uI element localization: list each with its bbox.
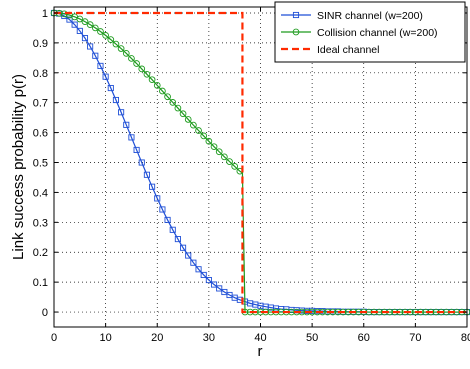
x-tick-label: 0 <box>51 332 57 344</box>
data-point <box>87 43 94 50</box>
data-point <box>117 45 125 52</box>
data-point <box>122 50 130 57</box>
data-point <box>123 121 130 128</box>
x-tick-label: 70 <box>409 332 421 344</box>
data-point <box>159 87 166 95</box>
data-point <box>195 266 202 273</box>
x-tick-label: 60 <box>358 332 370 344</box>
x-tick-label: 80 <box>461 332 470 344</box>
data-point <box>216 285 223 292</box>
data-point <box>91 24 99 32</box>
x-tick-label: 10 <box>100 332 112 344</box>
legend-label: Ideal channel <box>317 44 379 56</box>
data-point <box>231 163 239 170</box>
data-point <box>164 93 171 101</box>
data-point <box>153 82 161 89</box>
axis-ticks: 0 10 20 30 40 50 60 70 80 0 0.1 0.2 0.3 0.4 0.5 0.6 0.7 0… <box>33 7 470 344</box>
data-point <box>107 84 114 92</box>
data-point <box>112 96 119 104</box>
legend-marker <box>292 11 300 19</box>
data-point <box>133 146 140 154</box>
data-point <box>76 27 83 34</box>
data-point <box>210 281 218 288</box>
data-point <box>138 159 145 166</box>
data-point <box>226 158 233 165</box>
data-point <box>97 62 104 69</box>
x-tick-label: 20 <box>151 332 163 344</box>
data-point <box>71 21 78 28</box>
data-point <box>128 55 135 62</box>
y-tick-label: 0.2 <box>33 247 48 259</box>
series-line <box>54 11 467 314</box>
data-point <box>205 276 212 284</box>
y-axis-title: Link success probability p(r) <box>10 74 27 260</box>
data-point <box>210 143 218 151</box>
data-point <box>148 76 156 84</box>
data-point <box>190 259 197 266</box>
data-point <box>184 116 192 123</box>
data-point <box>174 104 182 112</box>
data-point <box>66 16 73 23</box>
data-point <box>138 65 146 73</box>
data-point <box>86 21 94 28</box>
data-point <box>179 110 187 118</box>
legend-item: Collision channel (w=200) <box>281 27 438 39</box>
y-tick-label: 0.5 <box>33 158 48 170</box>
y-tick-label: 0.9 <box>33 38 48 50</box>
data-point <box>118 109 125 116</box>
legend-item: Ideal channel <box>281 44 379 56</box>
y-tick-label: 0.3 <box>33 217 48 229</box>
x-axis-title: r <box>258 343 263 360</box>
data-point <box>180 244 187 251</box>
legend-label: SINR channel (w=200) <box>317 10 423 22</box>
legend-marker <box>292 28 300 36</box>
y-tick-label: 0.7 <box>33 98 48 110</box>
x-tick-label: 30 <box>203 332 215 344</box>
data-point <box>185 252 192 259</box>
legend-label: Collision channel (w=200) <box>317 27 438 39</box>
data-point <box>221 153 228 161</box>
data-point <box>195 127 202 134</box>
y-tick-label: 1 <box>42 8 48 20</box>
data-point <box>205 137 213 145</box>
y-tick-label: 0.6 <box>33 128 48 140</box>
data-point <box>102 32 109 39</box>
data-point <box>159 206 166 213</box>
x-tick-label: 50 <box>306 332 318 344</box>
y-tick-label: 0.1 <box>33 277 48 289</box>
y-tick-label: 0.4 <box>33 187 48 199</box>
data-point <box>102 73 109 80</box>
data-point <box>164 216 171 223</box>
data-point <box>200 132 208 140</box>
data-point <box>169 226 176 233</box>
data-point <box>81 35 89 42</box>
data-point <box>149 183 156 190</box>
data-point <box>97 28 104 35</box>
data-point <box>200 271 207 279</box>
series-2 <box>54 11 467 314</box>
y-tick-label: 0 <box>42 307 48 319</box>
data-point <box>92 52 99 59</box>
data-point <box>169 99 177 106</box>
data-point <box>112 40 120 48</box>
legend-item: SINR channel (w=200) <box>281 10 423 22</box>
data-point <box>76 15 84 23</box>
data-point <box>107 36 115 43</box>
data-point <box>81 18 89 26</box>
data-point <box>133 60 140 67</box>
x-tick-label: 40 <box>254 332 266 344</box>
data-point <box>215 148 223 156</box>
data-point <box>143 70 151 78</box>
data-point <box>143 171 150 178</box>
data-point <box>190 121 197 129</box>
data-point <box>154 195 161 202</box>
legend: SINR channel (w=200) Collision channel (w… <box>274 1 466 63</box>
data-point <box>128 134 135 141</box>
data-point <box>174 236 181 243</box>
y-tick-label: 0.8 <box>33 68 48 80</box>
